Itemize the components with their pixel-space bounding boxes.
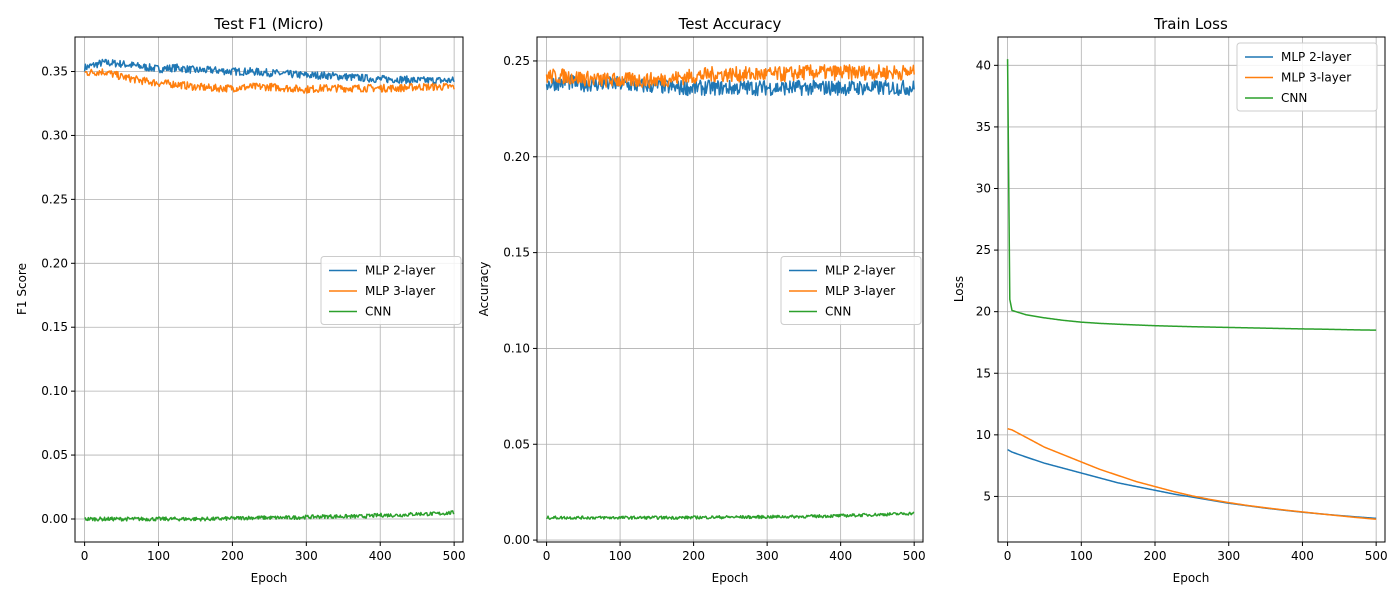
x-tick-label: 400	[829, 549, 852, 563]
x-tick-label: 200	[682, 549, 705, 563]
series-line-mlp-2-layer	[83, 58, 455, 85]
y-axis-label: F1 Score	[15, 263, 29, 315]
x-tick-label: 400	[369, 549, 392, 563]
y-tick-label: 0.10	[41, 384, 68, 398]
x-axis-label: Epoch	[251, 571, 288, 585]
legend-frame	[780, 256, 922, 325]
series-line-cnn	[84, 510, 455, 522]
x-tick-label: 0	[543, 549, 551, 563]
y-tick-label: 15	[976, 366, 991, 380]
legend-label: CNN	[1281, 91, 1307, 105]
panel-test-f1: Test F1 (Micro) Epoch F1 Score 0 100 200 30…	[15, 15, 466, 585]
grid	[537, 37, 923, 542]
plot-frame	[536, 36, 924, 543]
x-tick-label: 100	[1070, 549, 1093, 563]
y-tick-label: 0.00	[41, 512, 68, 526]
legend-label: MLP 2-layer	[365, 264, 435, 278]
x-tick-label: 0	[1004, 549, 1012, 563]
y-tick-label: 0.25	[41, 192, 68, 206]
y-tick-label: 0.20	[41, 256, 68, 270]
y-tick-label: 20	[976, 305, 991, 319]
x-tick-label: 500	[903, 549, 926, 563]
legend-label: MLP 2-layer	[1281, 50, 1351, 64]
y-tick-label: 0.20	[503, 150, 530, 164]
ticks	[71, 71, 455, 546]
x-tick-label: 300	[295, 549, 318, 563]
y-tick-label: 35	[976, 120, 991, 134]
y-tick-label: 0.05	[41, 448, 68, 462]
x-tick-label: 100	[147, 549, 170, 563]
series-line-cnn	[1006, 59, 1377, 331]
x-tick-label: 400	[1291, 549, 1314, 563]
series-line-mlp-3-layer	[84, 68, 455, 94]
legend-label: MLP 3-layer	[1281, 71, 1351, 85]
series-line-mlp-2-layer	[545, 74, 915, 97]
x-tick-label: 200	[1144, 549, 1167, 563]
legend: MLP 2-layer MLP 3-layer CNN	[320, 256, 462, 325]
plot-frame	[74, 36, 464, 543]
y-tick-label: 0.35	[41, 65, 68, 79]
legend-label: MLP 3-layer	[825, 284, 895, 298]
chart-title: Test Accuracy	[678, 15, 782, 33]
y-axis-label: Accuracy	[477, 262, 491, 317]
series-group	[545, 64, 915, 520]
x-tick-label: 0	[81, 549, 89, 563]
y-tick-label: 10	[976, 428, 991, 442]
ticks	[994, 64, 1377, 546]
x-tick-label: 200	[221, 549, 244, 563]
chart-title: Train Loss	[1153, 15, 1228, 33]
y-tick-label: 0.15	[41, 320, 68, 334]
x-tick-label: 500	[1365, 549, 1388, 563]
y-tick-label: 0.25	[503, 54, 530, 68]
series-group	[1006, 59, 1377, 520]
series-line-mlp-3-layer	[545, 64, 915, 89]
series-line-mlp-2-layer	[1007, 448, 1377, 520]
legend-label: MLP 3-layer	[365, 284, 435, 298]
y-tick-label: 30	[976, 182, 991, 196]
y-tick-label: 25	[976, 243, 991, 257]
y-tick-label: 0.15	[503, 246, 530, 260]
legend-frame	[320, 256, 462, 325]
y-axis-label: Loss	[952, 276, 966, 302]
series-group	[83, 58, 455, 522]
x-tick-label: 300	[1217, 549, 1240, 563]
x-tick-label: 500	[443, 549, 466, 563]
ticks	[533, 60, 915, 546]
plot-frame	[997, 36, 1386, 543]
series-line-cnn	[545, 511, 915, 520]
legend-frame	[1236, 42, 1378, 112]
x-tick-label: 100	[609, 549, 632, 563]
y-tick-label: 5	[983, 489, 991, 503]
legend: MLP 2-layer MLP 3-layer CNN	[780, 256, 922, 325]
chart-title: Test F1 (Micro)	[213, 15, 323, 33]
panel-train-loss: Train Loss Epoch Loss 0 100 200 300 400 500 5 1…	[952, 15, 1388, 585]
series-line-mlp-3-layer	[1007, 427, 1377, 520]
legend: MLP 2-layer MLP 3-layer CNN	[1236, 42, 1378, 112]
y-tick-label: 0.05	[503, 437, 530, 451]
x-axis-label: Epoch	[1173, 571, 1210, 585]
y-tick-label: 0.10	[503, 341, 530, 355]
panel-test-accuracy: Test Accuracy Epoch Accuracy 0 100 200 300 4…	[477, 15, 926, 585]
y-tick-label: 0.00	[503, 533, 530, 547]
x-axis-label: Epoch	[712, 571, 749, 585]
x-tick-label: 300	[756, 549, 779, 563]
legend-label: MLP 2-layer	[825, 264, 895, 278]
legend-label: CNN	[825, 305, 851, 319]
legend-label: CNN	[365, 305, 391, 319]
y-tick-label: 40	[976, 58, 991, 72]
y-tick-label: 0.30	[41, 128, 68, 142]
